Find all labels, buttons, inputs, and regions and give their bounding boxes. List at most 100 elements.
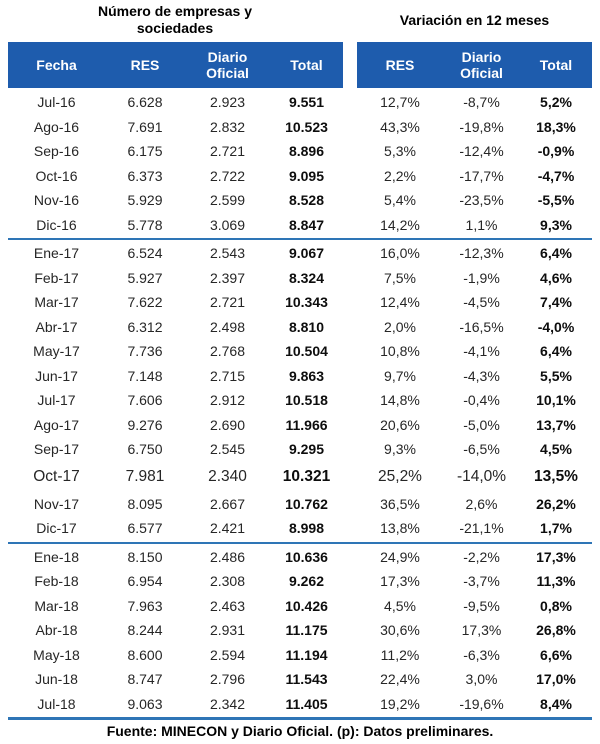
cell-res-var: 36,5% bbox=[380, 495, 420, 512]
cell-diario-oficial: 2.690 bbox=[209, 416, 246, 433]
left-table-header: Fecha RES Diario Oficial Total bbox=[8, 42, 343, 88]
cell-diario-oficial: 2.599 bbox=[209, 192, 246, 209]
cell-diario-oficial-var: -2,2% bbox=[463, 548, 500, 565]
table-row: Feb-17 5.927 2.397 8.324 7,5% -1,9% 4,6% bbox=[8, 266, 600, 291]
cell-res: 7.606 bbox=[127, 392, 163, 409]
cell-total: 11.175 bbox=[285, 622, 328, 639]
cell-total-var: 26,2% bbox=[536, 495, 576, 512]
cell-total-var: -4,0% bbox=[537, 318, 575, 335]
cell-res: 6.954 bbox=[127, 573, 163, 590]
table-row: May-18 8.600 2.594 11.194 11,2% -6,3% 6,6% bbox=[8, 643, 600, 668]
cell-res-var: 14,2% bbox=[380, 216, 420, 233]
cell-diario-oficial: 2.545 bbox=[209, 441, 246, 458]
cell-diario-oficial-var: -3,7% bbox=[463, 573, 500, 590]
cell-res: 6.577 bbox=[127, 520, 163, 537]
cell-fecha: Nov-16 bbox=[33, 192, 80, 209]
year-separator bbox=[8, 238, 592, 240]
cell-res-var: 10,8% bbox=[380, 343, 420, 360]
left-group-title: Número de empresas y sociedades bbox=[97, 3, 253, 36]
cell-total: 8.847 bbox=[288, 216, 325, 233]
cell-total-var: 11,3% bbox=[536, 573, 576, 590]
cell-fecha: Jul-18 bbox=[37, 695, 76, 712]
cell-diario-oficial: 3.069 bbox=[209, 216, 246, 233]
header-total-var: Total bbox=[539, 56, 573, 73]
cell-diario-oficial: 2.796 bbox=[209, 671, 246, 688]
cell-diario-oficial: 2.308 bbox=[209, 573, 246, 590]
cell-diario-oficial: 2.715 bbox=[209, 367, 246, 384]
cell-total-var: 18,3% bbox=[536, 118, 576, 135]
cell-total: 11.194 bbox=[285, 646, 328, 663]
cell-diario-oficial: 2.397 bbox=[209, 269, 246, 286]
cell-total: 10.426 bbox=[285, 597, 328, 614]
cell-total-var: 5,5% bbox=[540, 367, 572, 384]
table-row: Abr-17 6.312 2.498 8.810 2,0% -16,5% -4,0% bbox=[8, 315, 600, 340]
cell-total-var: 13,7% bbox=[536, 416, 576, 433]
cell-res-var: 5,4% bbox=[384, 192, 416, 209]
cell-res: 6.312 bbox=[127, 318, 163, 335]
cell-total: 11.405 bbox=[285, 695, 328, 712]
cell-diario-oficial-var: -19,6% bbox=[459, 695, 504, 712]
table-row: Jul-16 6.628 2.923 9.551 12,7% -8,7% 5,2% bbox=[8, 90, 600, 115]
cell-total: 8.896 bbox=[288, 143, 325, 160]
cell-total-var: 17,3% bbox=[536, 548, 576, 565]
table-row: Nov-17 8.095 2.667 10.762 36,5% 2,6% 26,2% bbox=[8, 492, 600, 517]
cell-total: 9.863 bbox=[288, 367, 325, 384]
cell-diario-oficial: 2.768 bbox=[209, 343, 246, 360]
cell-res-var: 9,3% bbox=[384, 441, 416, 458]
table-row: Oct-16 6.373 2.722 9.095 2,2% -17,7% -4,7% bbox=[8, 164, 600, 189]
cell-diario-oficial: 2.832 bbox=[209, 118, 246, 135]
cell-diario-oficial: 2.721 bbox=[209, 143, 246, 160]
table-row: Mar-17 7.622 2.721 10.343 12,4% -4,5% 7,4% bbox=[8, 290, 600, 315]
cell-res: 6.750 bbox=[127, 441, 163, 458]
header-fecha: Fecha bbox=[36, 56, 77, 73]
cell-diario-oficial-var: 2,6% bbox=[465, 495, 498, 512]
cell-total-var: 10,1% bbox=[536, 392, 576, 409]
cell-diario-oficial-var: -9,5% bbox=[463, 597, 500, 614]
table-row: Jul-17 7.606 2.912 10.518 14,8% -0,4% 10,1% bbox=[8, 388, 600, 413]
cell-fecha: Abr-17 bbox=[35, 318, 78, 335]
cell-res-var: 9,7% bbox=[384, 367, 416, 384]
cell-total-var: 13,5% bbox=[534, 467, 578, 485]
cell-diario-oficial-var: -4,5% bbox=[463, 294, 500, 311]
table-row: Ene-18 8.150 2.486 10.636 24,9% -2,2% 17,3% bbox=[8, 545, 600, 570]
cell-fecha: Jul-17 bbox=[37, 392, 76, 409]
cell-res: 5.929 bbox=[127, 192, 163, 209]
cell-res-var: 17,3% bbox=[380, 573, 420, 590]
cell-diario-oficial: 2.594 bbox=[209, 646, 246, 663]
cell-res-var: 11,2% bbox=[380, 646, 420, 663]
cell-res: 7.981 bbox=[125, 467, 165, 485]
header-total: Total bbox=[290, 56, 323, 73]
cell-diario-oficial: 2.340 bbox=[208, 467, 247, 485]
cell-total-var: 6,4% bbox=[540, 343, 572, 360]
cell-res-var: 20,6% bbox=[380, 416, 420, 433]
table-header-row: Fecha RES Diario Oficial Total RES Diari… bbox=[8, 42, 600, 88]
cell-res: 8.095 bbox=[127, 495, 163, 512]
header-res: RES bbox=[130, 56, 160, 73]
table-row: Jun-18 8.747 2.796 11.543 22,4% 3,0% 17,0% bbox=[8, 667, 600, 692]
cell-fecha: Nov-17 bbox=[33, 495, 80, 512]
table-row: Feb-18 6.954 2.308 9.262 17,3% -3,7% 11,3% bbox=[8, 569, 600, 594]
cell-total-var: 4,5% bbox=[540, 441, 572, 458]
cell-total-var: 26,8% bbox=[536, 622, 576, 639]
right-group-title: Variación en 12 meses bbox=[399, 12, 550, 28]
cell-res: 7.963 bbox=[127, 597, 163, 614]
cell-diario-oficial-var: -1,9% bbox=[463, 269, 500, 286]
cell-diario-oficial-var: -12,3% bbox=[459, 245, 504, 262]
cell-res: 5.778 bbox=[127, 216, 163, 233]
cell-res: 5.927 bbox=[127, 269, 163, 286]
table-row: Nov-16 5.929 2.599 8.528 5,4% -23,5% -5,5% bbox=[8, 188, 600, 213]
cell-diario-oficial: 2.923 bbox=[209, 94, 246, 111]
cell-fecha: Mar-17 bbox=[34, 294, 79, 311]
cell-fecha: Mar-18 bbox=[34, 597, 79, 614]
cell-res-var: 19,2% bbox=[380, 695, 420, 712]
cell-fecha: Jul-16 bbox=[37, 94, 76, 111]
cell-res-var: 7,5% bbox=[384, 269, 416, 286]
cell-res-var: 12,4% bbox=[380, 294, 420, 311]
cell-res-var: 16,0% bbox=[380, 245, 420, 262]
cell-fecha: Dic-16 bbox=[36, 216, 77, 233]
cell-total: 8.998 bbox=[288, 520, 325, 537]
cell-fecha: Feb-18 bbox=[34, 573, 79, 590]
cell-res: 9.063 bbox=[127, 695, 163, 712]
cell-diario-oficial: 2.721 bbox=[209, 294, 246, 311]
